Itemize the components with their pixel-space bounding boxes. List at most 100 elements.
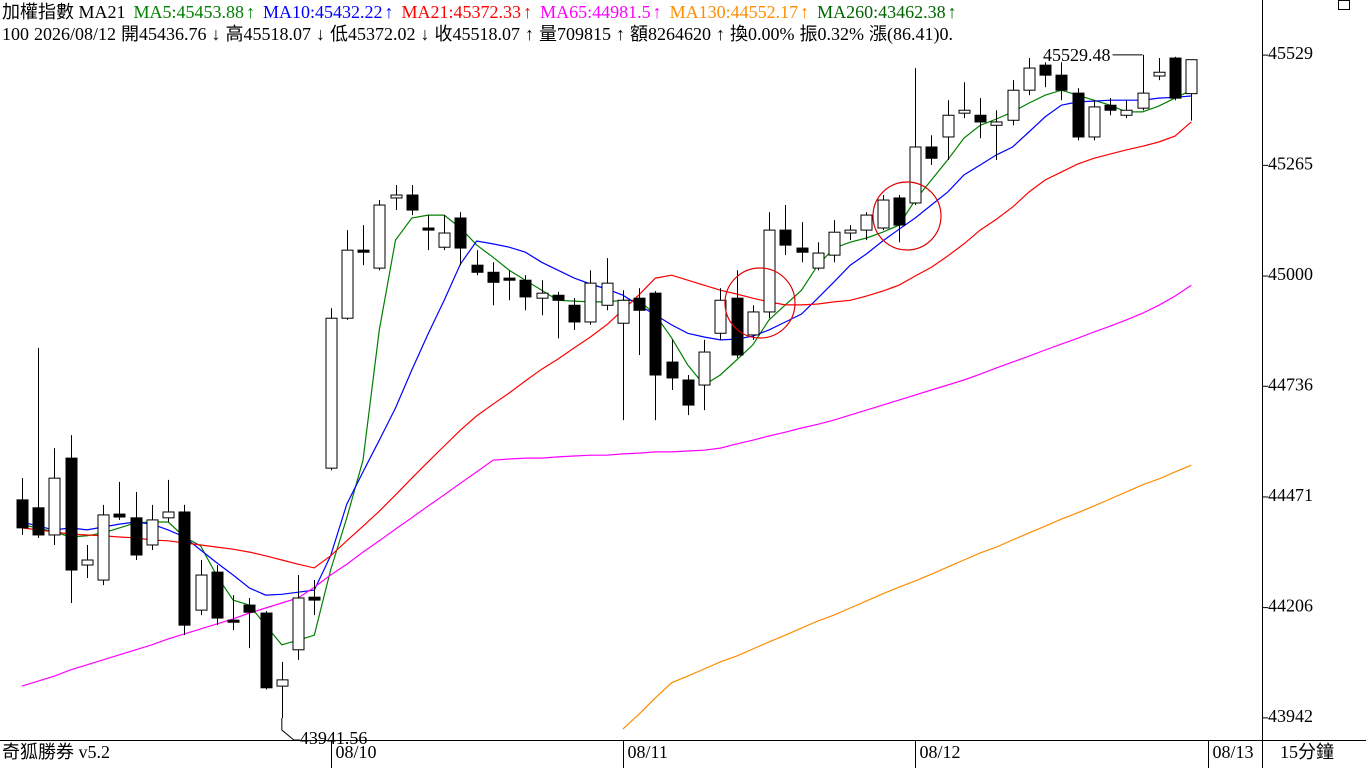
- legend-entry: MA65:44981.5: [540, 2, 651, 22]
- candle-body: [195, 574, 208, 611]
- quote-item: 低45372.02: [330, 24, 416, 44]
- candle-body: [32, 507, 45, 536]
- quote-item: ↓: [421, 24, 430, 44]
- y-tick-label: 44471: [1268, 485, 1313, 505]
- candle-body: [503, 277, 516, 281]
- quote-item: 漲(86.41)0.: [869, 24, 953, 45]
- legend-entry: MA260:43462.38: [817, 2, 946, 22]
- window-icon[interactable]: [1338, 0, 1350, 10]
- candle-body: [812, 252, 825, 269]
- candle-body: [308, 596, 321, 601]
- candle-body: [471, 264, 484, 273]
- candle-body: [584, 282, 597, 323]
- candle-body: [893, 197, 906, 226]
- candle-body: [81, 559, 94, 566]
- highlight-circle: [724, 267, 796, 339]
- y-tick-label: 44206: [1268, 596, 1313, 616]
- candle-body: [633, 297, 646, 311]
- candle-body: [292, 597, 305, 651]
- candle-body: [731, 297, 744, 356]
- y-tick-label: 43942: [1268, 706, 1313, 726]
- candle-body: [1137, 92, 1150, 109]
- quote-item: 振0.32%: [800, 24, 865, 44]
- candle-body: [16, 499, 29, 529]
- legend-arrow: ↑: [948, 2, 957, 22]
- candle-body: [1055, 74, 1068, 91]
- candle-body: [1169, 57, 1182, 99]
- candle-body: [1007, 89, 1020, 121]
- x-tick-label: 08/10: [336, 742, 377, 762]
- annotation-leader: [281, 718, 300, 741]
- candle-body: [454, 217, 467, 249]
- legend-arrow: ↑: [800, 2, 809, 22]
- quote-item: ↓: [316, 24, 325, 44]
- candle-body: [130, 517, 143, 556]
- candle-body: [325, 317, 338, 469]
- candle-body: [1185, 59, 1198, 95]
- candle-body: [1023, 67, 1036, 91]
- candle-body: [649, 292, 662, 376]
- period-label: 15分鐘: [1280, 742, 1334, 762]
- x-tick-label: 08/11: [628, 742, 668, 762]
- high-annotation: 45529.48: [1043, 45, 1111, 65]
- legend-entry: MA21:45372.33: [402, 2, 522, 22]
- quote-item: 額8264620: [630, 24, 711, 44]
- candle-body: [974, 114, 987, 123]
- highlight-circle: [872, 181, 942, 251]
- legend-entry: MA5:45453.88: [134, 2, 245, 22]
- candle-body: [438, 232, 451, 248]
- quote-item: 量709815: [539, 24, 611, 44]
- legend: 加權指數 MA21 MA5:45453.88 ↑ MA10:45432.22 ↑ MA21…: [2, 2, 957, 22]
- candle-body: [260, 612, 273, 689]
- candle-body: [48, 477, 61, 536]
- candle-body: [243, 604, 256, 613]
- candle-body: [714, 299, 727, 334]
- quote-item: 2026/08/12: [34, 24, 116, 44]
- candle-body: [211, 571, 224, 619]
- candle-body: [909, 146, 922, 204]
- candle-body: [552, 294, 565, 301]
- y-tick-label: 45000: [1268, 264, 1313, 284]
- legend-entry: MA130:44552.17: [670, 2, 799, 22]
- legend-arrow: ↑: [385, 2, 394, 22]
- candle-body: [97, 514, 110, 581]
- quote-item: 換0.00%: [730, 24, 795, 44]
- candle-body: [568, 304, 581, 323]
- candle-body: [113, 513, 126, 518]
- candle-body: [942, 114, 955, 138]
- candle-body: [422, 227, 435, 231]
- legend-arrow: ↑: [246, 2, 255, 22]
- quote-item: ↓: [212, 24, 221, 44]
- candle-body: [227, 619, 240, 623]
- candle-body: [487, 271, 500, 283]
- candle-body: [698, 351, 711, 386]
- quote-item: ↑: [525, 24, 534, 44]
- quote-item: 收45518.07: [435, 24, 521, 44]
- legend-entry: MA10:45432.22: [263, 2, 383, 22]
- candle-body: [877, 199, 890, 229]
- candle-body: [925, 146, 938, 159]
- candle-body: [828, 231, 841, 256]
- ma-line: [21, 121, 1192, 569]
- candle-body: [666, 361, 679, 379]
- ma-line: [21, 284, 1192, 687]
- candle-body: [779, 229, 792, 246]
- candle-body: [1088, 106, 1101, 138]
- candle-body: [519, 279, 532, 298]
- candle-body: [747, 311, 760, 336]
- candle-body: [536, 292, 549, 299]
- legend-arrow: ↑: [653, 2, 662, 22]
- x-tick-label: 08/13: [1213, 742, 1254, 762]
- y-tick-label: 45265: [1268, 153, 1313, 173]
- low-annotation: 43941.56: [300, 728, 368, 748]
- y-tick-label: 45529: [1268, 43, 1313, 63]
- candle-body: [1120, 109, 1133, 116]
- candle-body: [617, 299, 630, 324]
- candle-body: [1153, 71, 1166, 77]
- quote-item: 100: [2, 24, 29, 44]
- candle-body: [390, 194, 403, 199]
- candle-body: [601, 282, 614, 306]
- quote-item: 高45518.07: [226, 24, 312, 44]
- candle-body: [341, 249, 354, 319]
- candle-body: [146, 519, 159, 546]
